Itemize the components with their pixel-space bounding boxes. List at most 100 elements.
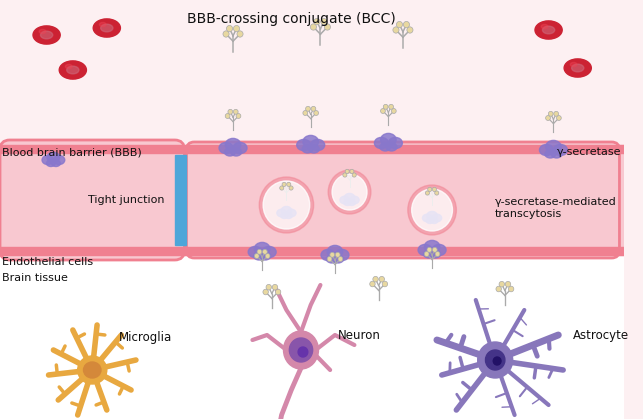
Circle shape [379, 277, 385, 282]
Circle shape [287, 182, 291, 186]
Ellipse shape [350, 196, 359, 204]
Circle shape [266, 285, 271, 290]
Circle shape [424, 251, 429, 256]
Text: Tight junction: Tight junction [88, 195, 165, 205]
Ellipse shape [422, 214, 432, 222]
Circle shape [370, 281, 375, 287]
Circle shape [382, 281, 388, 287]
Ellipse shape [280, 213, 288, 218]
Text: γ-secretase-mediated
transcytosis: γ-secretase-mediated transcytosis [495, 197, 617, 219]
Ellipse shape [430, 218, 438, 223]
Circle shape [350, 169, 354, 173]
Circle shape [305, 106, 311, 111]
Ellipse shape [78, 356, 107, 384]
Circle shape [257, 249, 262, 254]
Circle shape [223, 31, 229, 37]
Circle shape [327, 256, 332, 261]
Ellipse shape [427, 212, 437, 220]
Circle shape [321, 18, 327, 25]
Ellipse shape [348, 200, 356, 205]
Ellipse shape [285, 213, 293, 218]
Circle shape [233, 26, 240, 32]
Circle shape [289, 186, 293, 190]
Circle shape [263, 289, 268, 295]
Ellipse shape [321, 249, 335, 261]
Text: Neuron: Neuron [338, 328, 381, 341]
Circle shape [330, 252, 334, 257]
Circle shape [435, 191, 439, 195]
Circle shape [324, 24, 331, 30]
Ellipse shape [564, 59, 592, 77]
Ellipse shape [388, 137, 403, 149]
Text: Blood brain barrier (BBB): Blood brain barrier (BBB) [2, 147, 141, 157]
Circle shape [272, 285, 278, 290]
Circle shape [265, 253, 270, 259]
Circle shape [328, 170, 371, 214]
Circle shape [263, 181, 310, 229]
Circle shape [505, 282, 511, 287]
Circle shape [259, 177, 314, 233]
Ellipse shape [424, 250, 435, 258]
Circle shape [255, 253, 259, 259]
Circle shape [381, 109, 385, 114]
Circle shape [275, 289, 281, 295]
Ellipse shape [231, 148, 242, 156]
Circle shape [546, 116, 550, 120]
Circle shape [427, 247, 431, 252]
Ellipse shape [284, 331, 318, 369]
FancyBboxPatch shape [0, 247, 624, 255]
Ellipse shape [233, 142, 247, 154]
Circle shape [280, 186, 284, 190]
Circle shape [228, 109, 233, 114]
Ellipse shape [47, 152, 60, 163]
Circle shape [236, 114, 241, 119]
Circle shape [412, 189, 453, 231]
Ellipse shape [99, 22, 106, 26]
Ellipse shape [67, 66, 79, 74]
Ellipse shape [302, 145, 313, 153]
Circle shape [338, 256, 343, 261]
Circle shape [314, 111, 318, 116]
Ellipse shape [309, 145, 320, 153]
Ellipse shape [539, 145, 554, 155]
Circle shape [493, 357, 501, 365]
Ellipse shape [418, 244, 432, 256]
Ellipse shape [551, 150, 562, 158]
Ellipse shape [554, 145, 567, 155]
Circle shape [343, 173, 347, 177]
Circle shape [396, 21, 403, 28]
Ellipse shape [42, 155, 53, 165]
Circle shape [496, 286, 502, 292]
Text: Endothelial cells: Endothelial cells [2, 257, 93, 267]
FancyBboxPatch shape [175, 155, 186, 245]
Circle shape [432, 247, 437, 252]
Ellipse shape [340, 196, 350, 204]
Circle shape [478, 342, 512, 378]
Circle shape [226, 26, 233, 32]
Circle shape [303, 111, 307, 116]
Ellipse shape [260, 252, 271, 260]
Ellipse shape [219, 142, 233, 154]
Circle shape [408, 185, 457, 235]
Circle shape [345, 169, 349, 173]
Ellipse shape [343, 200, 351, 205]
Circle shape [389, 104, 394, 109]
Ellipse shape [286, 209, 296, 217]
Ellipse shape [380, 143, 391, 151]
FancyBboxPatch shape [0, 145, 624, 153]
Text: Astrocyte: Astrocyte [573, 328, 629, 341]
Circle shape [403, 21, 410, 28]
Ellipse shape [430, 250, 440, 258]
Circle shape [335, 252, 340, 257]
Circle shape [282, 182, 286, 186]
Ellipse shape [255, 243, 270, 255]
Ellipse shape [46, 160, 55, 166]
Ellipse shape [53, 155, 65, 165]
Circle shape [392, 109, 396, 114]
Ellipse shape [101, 24, 113, 32]
Ellipse shape [541, 24, 548, 28]
Ellipse shape [262, 246, 276, 258]
Ellipse shape [545, 150, 556, 158]
Circle shape [311, 24, 316, 30]
FancyBboxPatch shape [0, 145, 624, 255]
